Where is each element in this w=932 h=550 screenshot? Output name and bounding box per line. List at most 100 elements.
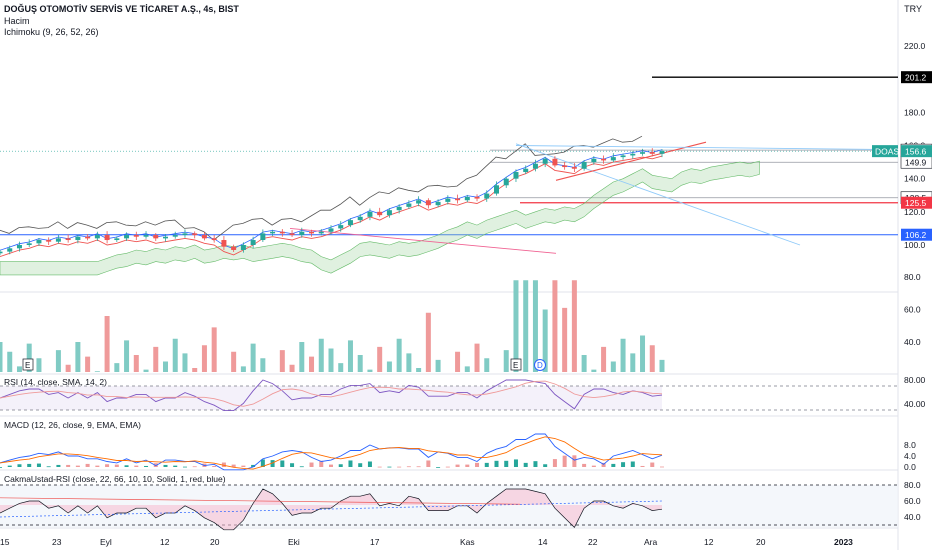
trendline-blue	[515, 143, 801, 246]
macd-histogram-bar	[426, 460, 431, 467]
marker-label: E	[513, 361, 518, 370]
candle-body	[338, 225, 344, 229]
ichimoku-indicator-label[interactable]: Ichimoku (9, 26, 52, 26)	[4, 27, 99, 37]
candle-body	[192, 233, 198, 236]
macd-histogram-bar	[27, 463, 32, 467]
candle-body	[318, 231, 324, 234]
volume-bar	[318, 338, 324, 372]
currency-label: TRY	[904, 4, 922, 14]
macd-histogram-bar	[660, 466, 664, 468]
time-axis-tick: 12	[704, 537, 714, 547]
macd-histogram-bar	[270, 460, 275, 467]
volume-bar	[562, 307, 568, 372]
volume-bar	[250, 343, 256, 372]
macd-histogram-bar	[650, 462, 655, 467]
candle-body	[16, 245, 22, 249]
candle-body	[65, 238, 71, 241]
volume-indicator-label[interactable]: Hacim	[4, 16, 30, 26]
volume-bar	[474, 343, 480, 372]
volume-bar	[581, 355, 587, 372]
volume-bar	[542, 309, 548, 372]
candle-body	[0, 251, 3, 254]
volume-bar	[367, 369, 373, 372]
candle-body	[221, 240, 227, 247]
macd-axis-tick: 4.0	[904, 451, 916, 461]
macd-histogram-bar	[95, 465, 100, 467]
candle-body	[55, 238, 61, 242]
volume-bar	[396, 338, 402, 372]
macd-histogram-bar	[260, 459, 265, 467]
level-tag-125.5	[901, 196, 932, 209]
candle-body	[133, 235, 139, 237]
macd-histogram-bar	[640, 465, 645, 467]
cakma-trendline-red	[0, 497, 521, 505]
macd-histogram-bar	[591, 465, 596, 467]
macd-histogram-bar	[358, 463, 363, 467]
candle-body	[279, 231, 285, 234]
rsi-axis-tick: 80.00	[904, 375, 926, 385]
volume-bar	[386, 361, 392, 372]
candle-body	[250, 240, 256, 245]
volume-bar	[328, 348, 334, 372]
macd-histogram-bar	[406, 466, 411, 468]
volume-bar	[591, 369, 597, 372]
macd-histogram-bar	[134, 465, 139, 467]
macd-histogram-bar	[377, 466, 382, 468]
level-tag-text: 149.9	[905, 158, 927, 168]
volume-bar	[114, 363, 120, 372]
volume-bar	[620, 338, 626, 372]
macd-histogram-bar	[241, 465, 246, 467]
macd-histogram-bar	[56, 464, 61, 467]
candle-body	[299, 231, 305, 236]
candle-body	[571, 167, 577, 169]
macd-histogram-bar	[75, 465, 80, 467]
volume-bar	[357, 355, 363, 372]
volume-bar	[192, 368, 198, 372]
volume-bar	[630, 353, 636, 372]
volume-bar	[85, 356, 91, 372]
time-axis-tick: Eki	[288, 537, 300, 547]
macd-histogram-bar	[348, 460, 353, 467]
macd-histogram-bar	[601, 462, 606, 467]
volume-axis-tick: 80.0	[904, 272, 921, 282]
cakma-area	[0, 489, 662, 530]
macd-pane-label[interactable]: MACD (12, 26, close, 9, EMA, EMA)	[4, 420, 141, 430]
macd-histogram-bar	[552, 459, 557, 467]
trendline-resistance	[515, 145, 899, 151]
volume-bar	[309, 356, 315, 372]
candle-body	[114, 238, 120, 241]
cakma-rsi-pane-label[interactable]: CakmaUstad-RSI (close, 22, 66, 10, 10, S…	[4, 474, 226, 484]
volume-bar	[172, 338, 178, 372]
candle-body	[231, 246, 237, 250]
candle-body	[172, 235, 178, 237]
level-tag-text: 125.5	[905, 198, 927, 208]
candle-body	[562, 165, 568, 168]
volume-axis-tick: 60.0	[904, 305, 921, 315]
candle-body	[211, 238, 217, 241]
volume-bar	[75, 342, 81, 372]
volume-bar	[26, 343, 32, 372]
time-axis-tick: Ara	[644, 537, 658, 547]
candle-body	[484, 193, 490, 199]
macd-axis-tick: 8.0	[904, 440, 916, 450]
trendline-red	[289, 227, 557, 254]
candle-body	[201, 235, 207, 239]
time-axis-tick: 15	[0, 537, 10, 547]
candle-body	[36, 240, 42, 244]
macd-histogram-bar	[212, 465, 217, 467]
macd-histogram-bar	[17, 464, 22, 467]
rsi-pane-label[interactable]: RSI (14, close, SMA, 14, 2)	[4, 377, 107, 387]
volume-bar	[552, 280, 558, 372]
macd-histogram-bar	[533, 461, 538, 467]
macd-histogram-bar	[397, 466, 402, 468]
macd-axis-tick: 0.0	[904, 462, 916, 472]
candle-body	[367, 211, 373, 217]
cakma-line	[0, 488, 663, 531]
time-axis-tick: Eyl	[100, 537, 112, 547]
marker-label: E	[25, 361, 30, 370]
candle-body	[640, 152, 646, 154]
candle-body	[347, 220, 353, 226]
candle-body	[630, 153, 636, 156]
rsi-band	[0, 386, 662, 410]
